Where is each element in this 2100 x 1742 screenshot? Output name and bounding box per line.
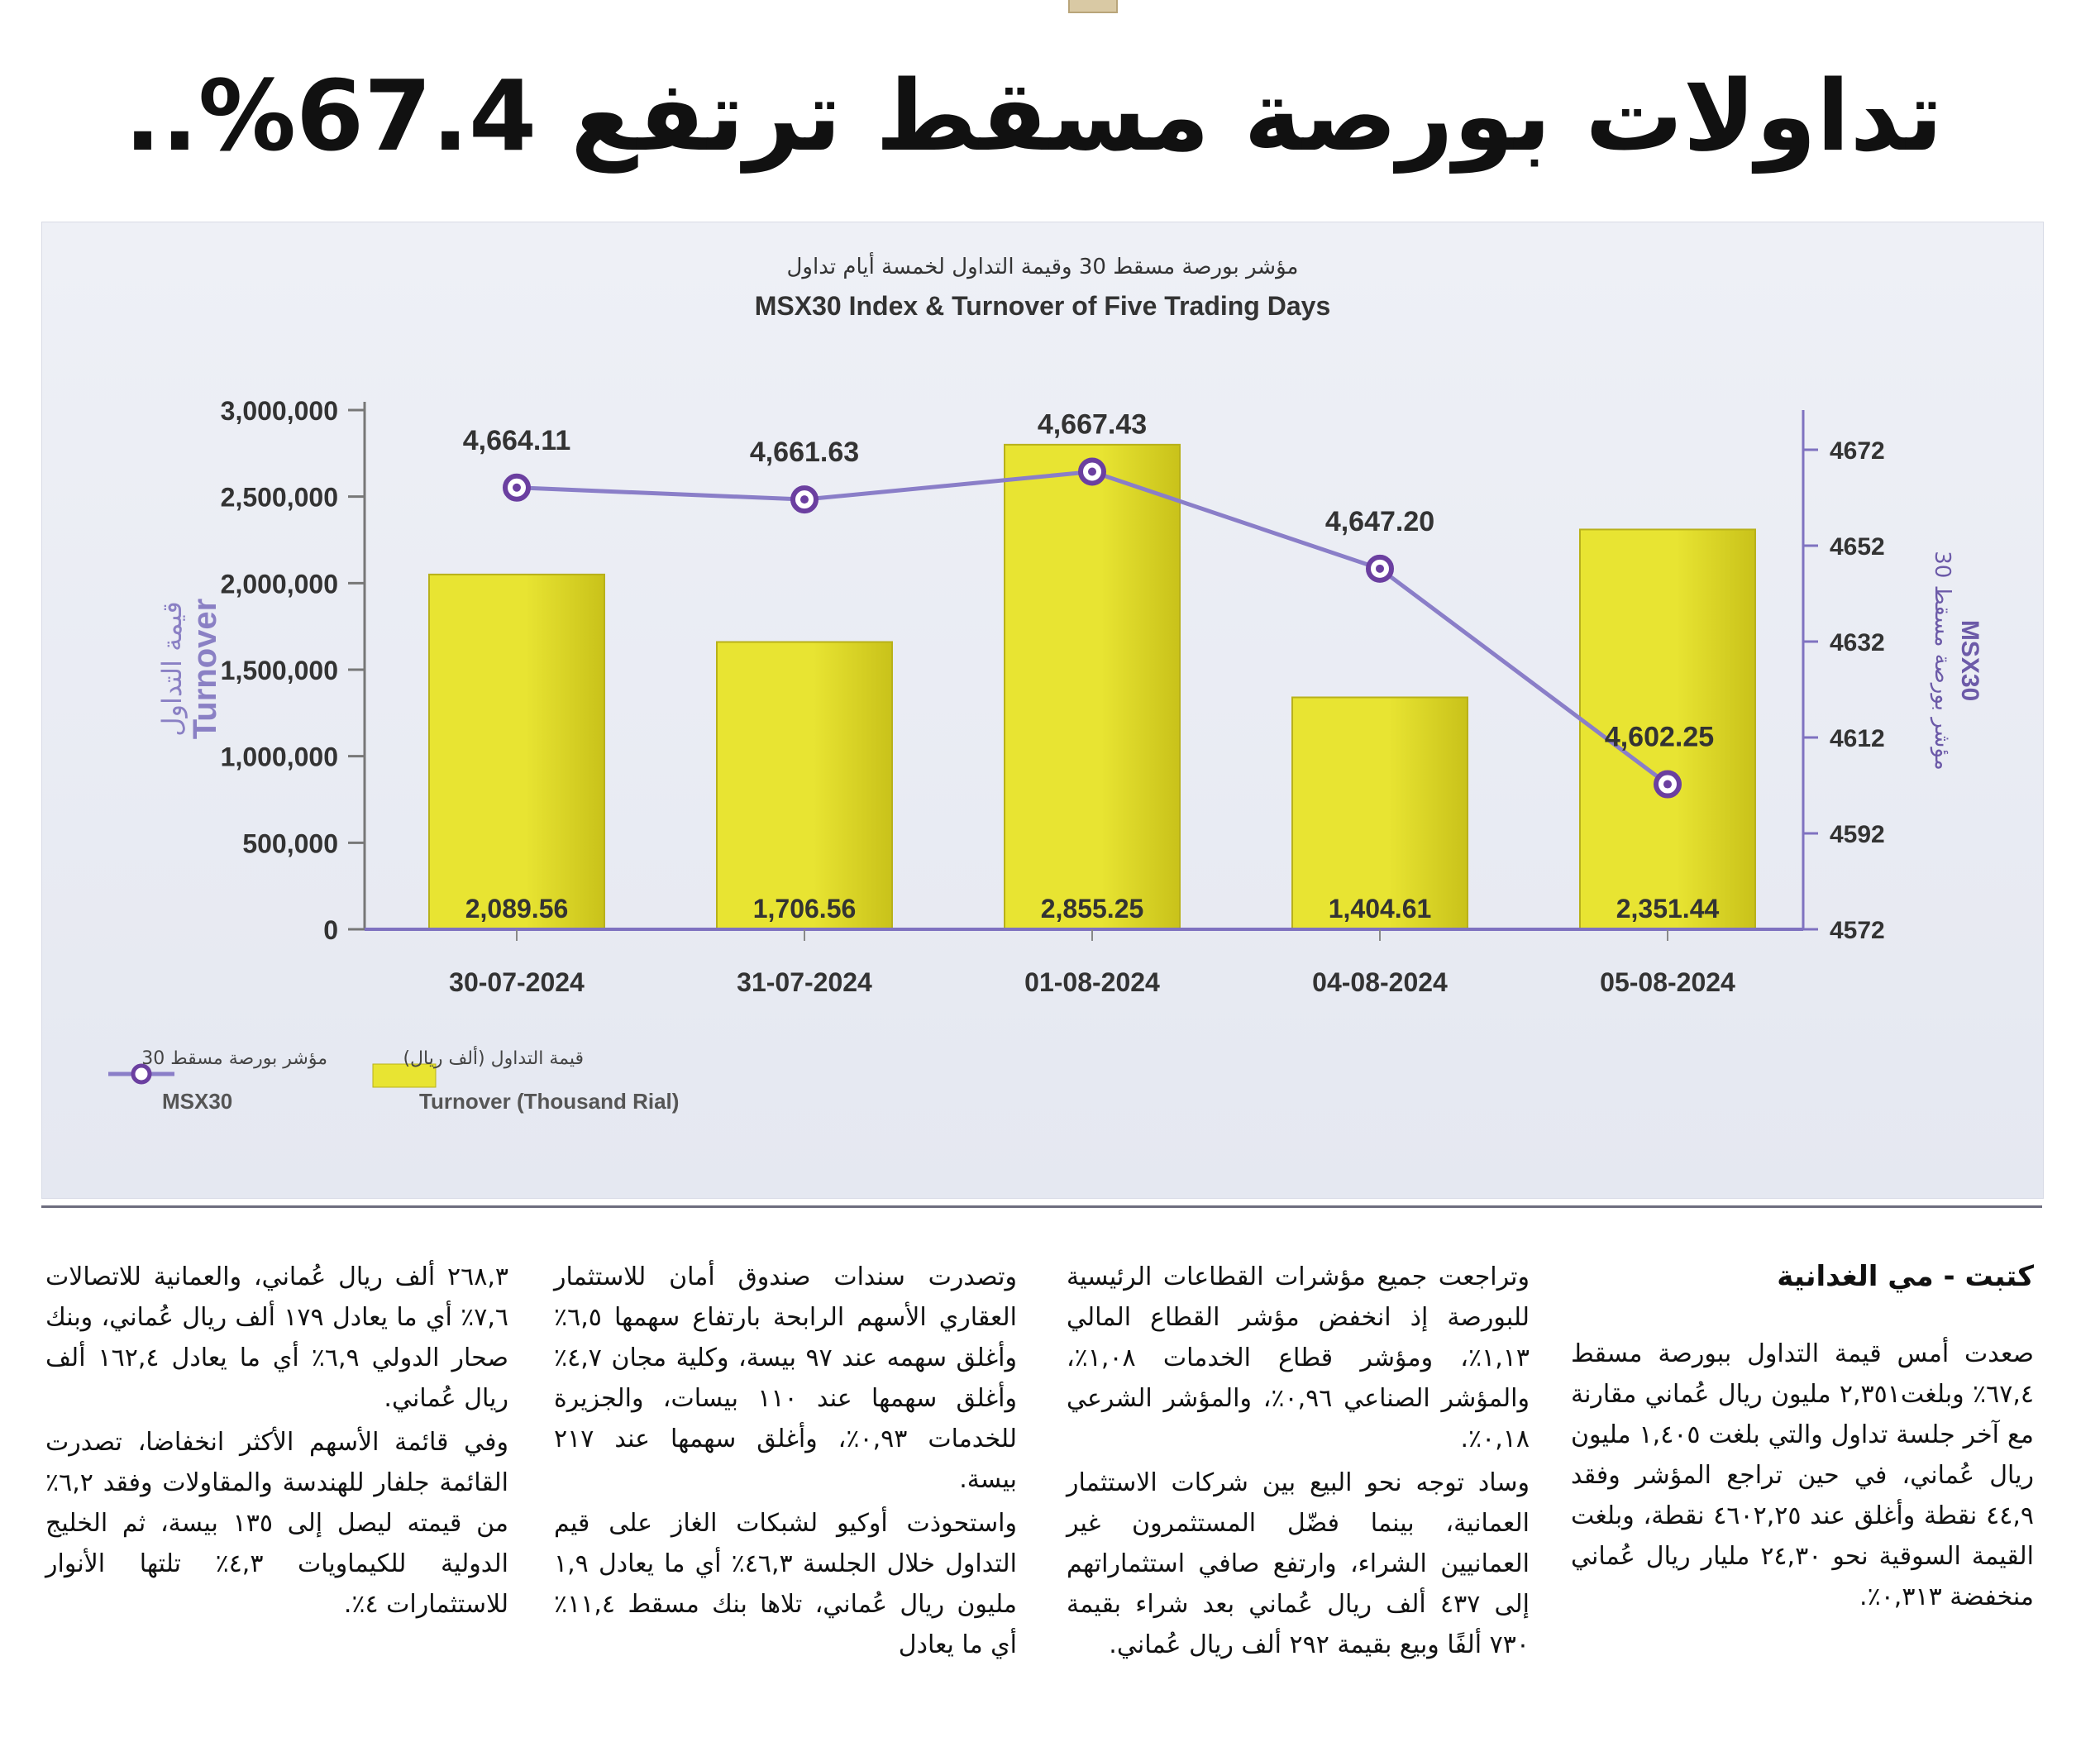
left-axis-tick-label: 1,500,000 bbox=[221, 656, 338, 685]
turnover-bar bbox=[1579, 528, 1756, 930]
section-divider bbox=[41, 1205, 2042, 1208]
article-column-4: ٢٦٨,٣ ألف ريال عُماني، والعمانية للاتصال… bbox=[45, 1257, 508, 1628]
article-byline: كتبت - مي الغدانية bbox=[1777, 1260, 2034, 1293]
bar-value-label: 1,404.61 bbox=[1329, 894, 1432, 923]
right-axis-tick-label: 4612 bbox=[1830, 725, 1885, 752]
msx30-point-center bbox=[1663, 780, 1672, 789]
msx30-value-label: 4,664.11 bbox=[463, 425, 570, 456]
legend-msx30-swatch-marker bbox=[131, 1063, 152, 1085]
msx30-point-center bbox=[513, 483, 521, 492]
msx30-value-label: 4,667.43 bbox=[1038, 409, 1147, 441]
turnover-bar bbox=[428, 573, 605, 930]
article-paragraph: ٢٦٨,٣ ألف ريال عُماني، والعمانية للاتصال… bbox=[45, 1262, 508, 1413]
bar-value-label: 2,351.44 bbox=[1616, 894, 1720, 923]
right-axis-title: MSX30 bbox=[1956, 620, 1983, 701]
msx30-value-label: 4,602.25 bbox=[1605, 722, 1714, 753]
legend-turnover-label: Turnover (Thousand Rial) bbox=[419, 1089, 679, 1114]
left-axis-tick-label: 0 bbox=[323, 915, 338, 945]
x-axis-tick-label: 31-07-2024 bbox=[737, 967, 872, 997]
msx30-turnover-chart: مؤشر بورصة مسقط 30 وقيمة التداول لخمسة أ… bbox=[108, 251, 1983, 1114]
turnover-bar bbox=[1291, 696, 1468, 930]
page-top-mark bbox=[1068, 0, 1118, 13]
msx30-point-center bbox=[1376, 564, 1384, 573]
turnover-bar bbox=[1004, 443, 1181, 931]
left-axis-tick-label: 2,000,000 bbox=[221, 569, 338, 599]
article-column-3: وتصدرت سندات صندوق أمان للاستثمار العقار… bbox=[554, 1257, 1017, 1668]
article-paragraph: صعدت أمس قيمة التداول ببورصة مسقط ٦٧,٤٪ … bbox=[1571, 1339, 2034, 1611]
left-axis-tick-label: 500,000 bbox=[242, 828, 338, 858]
legend-msx30-label: MSX30 bbox=[162, 1089, 232, 1114]
legend-msx30-label-arabic: مؤشر بورصة مسقط 30 bbox=[141, 1048, 327, 1069]
right-axis-tick-label: 4672 bbox=[1830, 437, 1885, 465]
article-paragraph: وفي قائمة الأسهم الأكثر انخفاضا، تصدرت ا… bbox=[45, 1428, 508, 1619]
msx30-point-center bbox=[800, 495, 809, 504]
right-axis-tick-label: 4572 bbox=[1830, 917, 1885, 944]
bar-value-label: 2,089.56 bbox=[465, 894, 569, 923]
bar-value-label: 1,706.56 bbox=[753, 894, 857, 923]
article-paragraph: وتراجعت جميع مؤشرات القطاعات الرئيسية لل… bbox=[1067, 1262, 1530, 1453]
turnover-bar bbox=[716, 641, 893, 930]
msx30-value-label: 4,661.63 bbox=[750, 437, 859, 468]
x-axis-tick-label: 04-08-2024 bbox=[1312, 967, 1448, 997]
article-column-2: وتراجعت جميع مؤشرات القطاعات الرئيسية لل… bbox=[1067, 1257, 1530, 1668]
x-axis-tick-label: 01-08-2024 bbox=[1024, 967, 1160, 997]
left-axis-title: Turnover bbox=[187, 599, 223, 739]
chart-title-arabic: مؤشر بورصة مسقط 30 وقيمة التداول لخمسة أ… bbox=[787, 251, 1299, 279]
right-axis-title-arabic: مؤشر بورصة مسقط 30 bbox=[1930, 551, 1954, 771]
left-axis-tick-label: 2,500,000 bbox=[221, 483, 338, 513]
chart-title: MSX30 Index & Turnover of Five Trading D… bbox=[755, 291, 1330, 321]
right-axis-tick-label: 4592 bbox=[1830, 821, 1885, 848]
bar-value-label: 2,855.25 bbox=[1041, 894, 1144, 923]
msx30-value-label: 4,647.20 bbox=[1325, 506, 1434, 537]
x-axis-tick-label: 30-07-2024 bbox=[449, 967, 585, 997]
left-axis-title-arabic: قيمة التداول bbox=[156, 601, 188, 736]
article-paragraph: وتصدرت سندات صندوق أمان للاستثمار العقار… bbox=[554, 1262, 1017, 1494]
msx30-point-center bbox=[1088, 467, 1096, 476]
left-axis-tick-label: 1,000,000 bbox=[221, 742, 338, 772]
x-axis-tick-label: 05-08-2024 bbox=[1600, 967, 1735, 997]
article-paragraph: واستحوذت أوكيو لشبكات الغاز على قيم التد… bbox=[554, 1509, 1017, 1659]
left-axis-tick-label: 3,000,000 bbox=[221, 396, 338, 426]
right-axis-tick-label: 4652 bbox=[1830, 533, 1885, 561]
right-axis-tick-label: 4632 bbox=[1830, 629, 1885, 656]
article-paragraph: وساد توجه نحو البيع بين شركات الاستثمار … bbox=[1067, 1468, 1530, 1659]
legend-turnover-swatch bbox=[372, 1063, 437, 1088]
article-column-1: كتبت - مي الغدانية صعدت أمس قيمة التداول… bbox=[1571, 1257, 2034, 1620]
chart-panel: مؤشر بورصة مسقط 30 وقيمة التداول لخمسة أ… bbox=[41, 222, 2044, 1199]
legend-turnover-label-arabic: قيمة التداول (ألف ريال) bbox=[403, 1046, 584, 1069]
